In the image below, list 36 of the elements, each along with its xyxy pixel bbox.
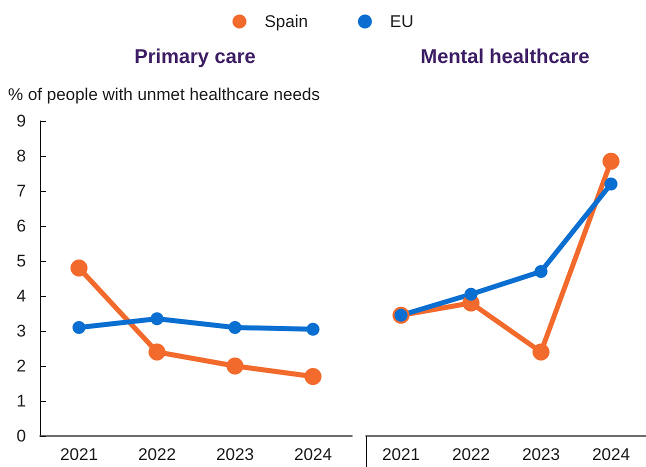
y-tick-label: 1: [16, 392, 26, 410]
x-tick-label: 2023: [216, 445, 254, 464]
point: [150, 312, 164, 326]
point: [228, 321, 242, 334]
x-tick-label: 2023: [522, 445, 560, 464]
x-tick-label: 2022: [138, 445, 176, 464]
point: [148, 344, 166, 360]
legend-label: Spain: [264, 12, 308, 31]
point: [604, 178, 618, 190]
y-axis-title: % of people with unmet healthcare needs: [8, 85, 320, 104]
x-tick-label: 2024: [592, 445, 630, 464]
point: [602, 152, 620, 170]
y-tick-label: 3: [16, 322, 26, 340]
y-tick-label: 0: [16, 426, 26, 446]
y-tick-label: 9: [16, 112, 26, 130]
point: [304, 368, 322, 385]
point: [70, 260, 88, 276]
point: [534, 265, 548, 278]
point: [464, 288, 478, 301]
y-tick-label: 8: [16, 146, 26, 166]
y-tick-label: 5: [16, 252, 26, 270]
legend-label: EU: [390, 12, 414, 31]
point: [72, 321, 86, 334]
y-tick-label: 7: [16, 182, 26, 200]
point: [306, 322, 320, 336]
chart-title: Primary care: [134, 46, 256, 68]
x-tick-label: 2021: [60, 445, 98, 464]
point: [226, 358, 244, 374]
y-tick-label: 2: [16, 356, 26, 376]
x-tick-label: 2021: [382, 445, 420, 464]
point: [532, 344, 550, 360]
y-tick-label: 4: [16, 286, 26, 306]
chart-title: Mental healthcare: [420, 46, 590, 68]
y-tick-label: 6: [16, 216, 26, 236]
x-tick-label: 2022: [452, 445, 490, 464]
x-tick-label: 2024: [294, 445, 332, 464]
